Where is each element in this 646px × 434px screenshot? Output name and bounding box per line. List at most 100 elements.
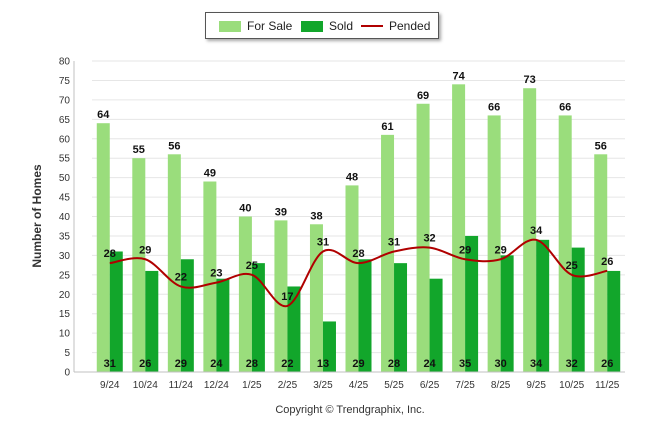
bar-sold[interactable] — [394, 263, 408, 372]
sold-value-label: 24 — [210, 358, 223, 370]
pended-line[interactable] — [109, 238, 608, 307]
bar-for-sale[interactable] — [132, 158, 146, 372]
bar-sold[interactable] — [500, 255, 514, 372]
axes: 0 5 10 15 20 25 30 35 40 45 50 55 60 65 70 75 80 9/24 10/2… — [59, 57, 625, 391]
for-sale-value-label: 48 — [346, 171, 358, 183]
bar-sold[interactable] — [287, 286, 301, 372]
x-tick-label: 5/25 — [384, 380, 404, 391]
bar-for-sale[interactable] — [452, 84, 466, 372]
sold-value-label: 29 — [352, 358, 364, 370]
sold-value-label: 28 — [388, 358, 400, 370]
pended-value-label: 28 — [104, 248, 116, 260]
pended-line-icon — [361, 25, 383, 27]
sold-value-label: 13 — [317, 358, 329, 370]
sold-value-label: 32 — [566, 358, 578, 370]
y-tick-label: 60 — [59, 134, 71, 145]
bar-sold[interactable] — [536, 239, 550, 372]
bar-for-sale[interactable] — [238, 216, 252, 373]
pended-value-label: 17 — [281, 291, 293, 303]
pended-value-label: 25 — [566, 260, 578, 272]
legend-item-sold[interactable]: Sold — [301, 19, 353, 33]
bar-for-sale[interactable] — [345, 185, 359, 372]
bar-sold[interactable] — [251, 263, 265, 372]
x-tick-label: 10/25 — [559, 380, 584, 391]
bar-sold[interactable] — [465, 235, 479, 372]
pended-line-layer — [109, 238, 608, 307]
y-tick-label: 20 — [59, 290, 71, 301]
bar-sold[interactable] — [322, 321, 336, 372]
for-sale-value-label: 56 — [168, 140, 180, 152]
for-sale-value-label: 74 — [452, 70, 465, 82]
y-tick-label: 10 — [59, 329, 71, 340]
pended-value-label: 34 — [530, 225, 543, 237]
for-sale-value-label: 49 — [204, 168, 216, 180]
bar-sold[interactable] — [607, 270, 621, 372]
sold-value-label: 30 — [495, 358, 507, 370]
pended-value-label: 31 — [317, 236, 329, 248]
bar-sold[interactable] — [429, 278, 443, 372]
y-tick-label: 65 — [59, 115, 71, 126]
y-tick-label: 30 — [59, 251, 71, 262]
pended-value-label: 22 — [175, 271, 187, 283]
copyright-text: Copyright © Trendgraphix, Inc. — [275, 404, 424, 416]
pended-value-label: 26 — [601, 256, 613, 268]
sold-value-label: 29 — [175, 358, 187, 370]
sold-value-label: 31 — [104, 358, 116, 370]
sold-value-label: 26 — [139, 358, 151, 370]
bar-for-sale[interactable] — [167, 154, 181, 372]
pended-value-label: 23 — [210, 268, 222, 280]
x-tick-label: 11/24 — [169, 380, 194, 391]
sold-value-label: 26 — [601, 358, 613, 370]
bar-sold[interactable] — [109, 251, 123, 372]
sold-swatch-icon — [301, 20, 323, 32]
bar-for-sale[interactable] — [309, 224, 323, 372]
x-tick-label: 3/25 — [313, 380, 333, 391]
for-sale-value-label: 38 — [310, 210, 322, 222]
x-tick-label: 12/24 — [204, 380, 229, 391]
y-tick-label: 40 — [59, 212, 71, 223]
y-tick-label: 70 — [59, 95, 71, 106]
for-sale-value-label: 55 — [133, 144, 145, 156]
for-sale-value-label: 56 — [595, 140, 607, 152]
for-sale-value-label: 69 — [417, 90, 429, 102]
bar-for-sale[interactable] — [523, 88, 537, 373]
pended-value-label: 28 — [352, 248, 364, 260]
for-sale-value-label: 61 — [381, 121, 393, 133]
pended-value-label: 32 — [423, 233, 435, 245]
y-tick-label: 15 — [59, 309, 71, 320]
x-tick-label: 7/25 — [455, 380, 475, 391]
y-tick-label: 25 — [59, 270, 71, 281]
bar-for-sale[interactable] — [96, 123, 110, 372]
bar-for-sale[interactable] — [203, 181, 217, 372]
for-sale-value-label: 39 — [275, 206, 287, 218]
legend-item-for-sale[interactable]: For Sale — [219, 19, 292, 33]
for-sale-swatch-icon — [219, 20, 241, 32]
bar-sold[interactable] — [145, 270, 159, 372]
bar-for-sale[interactable] — [416, 103, 430, 372]
bar-for-sale[interactable] — [274, 220, 288, 372]
for-sale-value-label: 64 — [97, 109, 110, 121]
legend-label-pended: Pended — [389, 19, 431, 33]
legend-label-for-sale: For Sale — [247, 19, 293, 33]
bar-sold[interactable] — [358, 259, 372, 372]
for-sale-value-label: 73 — [524, 74, 536, 86]
x-tick-label: 6/25 — [420, 380, 440, 391]
sold-value-label: 22 — [281, 358, 293, 370]
sold-value-label: 35 — [459, 358, 471, 370]
bar-sold[interactable] — [571, 247, 585, 372]
bar-for-sale[interactable] — [594, 154, 608, 372]
bar-for-sale[interactable] — [487, 115, 501, 373]
x-tick-label: 11/25 — [595, 380, 620, 391]
sold-value-label: 24 — [423, 358, 436, 370]
bar-sold[interactable] — [216, 278, 230, 372]
for-sale-value-label: 66 — [488, 101, 500, 113]
for-sale-value-label: 66 — [559, 101, 571, 113]
bar-for-sale[interactable] — [558, 115, 572, 373]
y-tick-label: 35 — [59, 231, 71, 242]
x-tick-label: 1/25 — [242, 380, 262, 391]
y-tick-label: 5 — [64, 348, 70, 359]
y-axis-title: Number of Homes — [30, 164, 44, 268]
x-tick-label: 8/25 — [491, 380, 511, 391]
legend-item-pended[interactable]: Pended — [361, 19, 430, 33]
